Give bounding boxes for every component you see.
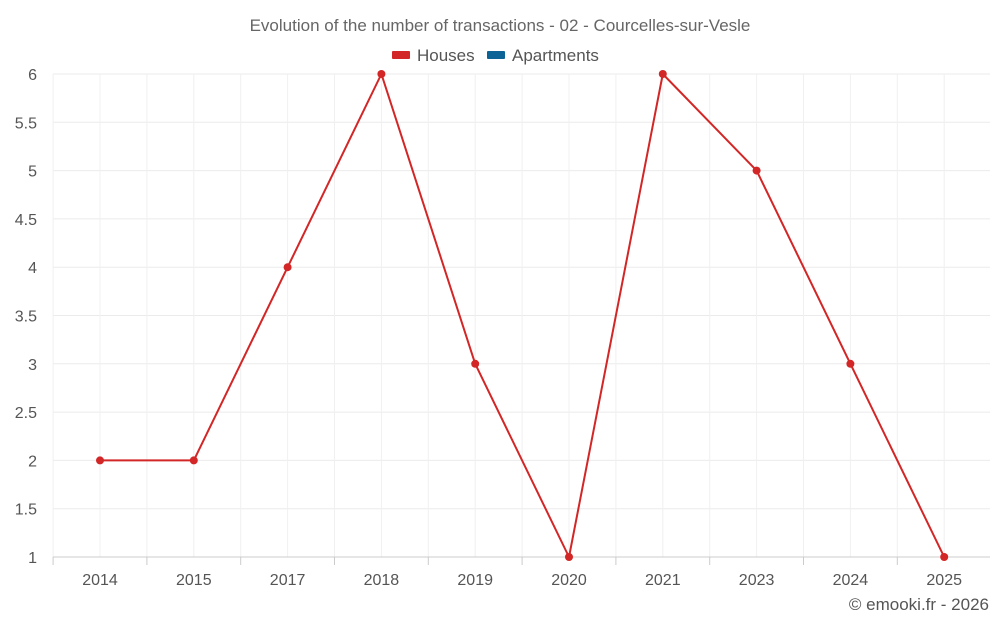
- data-point-houses[interactable]: [658, 70, 667, 78]
- x-tick-label: 2014: [82, 572, 118, 589]
- x-tick-label: 2018: [364, 572, 400, 589]
- data-point-houses[interactable]: [846, 359, 855, 368]
- x-tick-label: 2021: [645, 572, 681, 589]
- y-tick-label: 2.5: [15, 405, 37, 422]
- y-tick-label: 3.5: [15, 309, 37, 326]
- data-point-houses[interactable]: [940, 553, 949, 561]
- grid: [52, 73, 990, 558]
- x-tick-label: 2025: [926, 572, 962, 589]
- y-tick-label: 5.5: [15, 115, 37, 132]
- y-tick-label: 4: [28, 260, 37, 277]
- x-tick-label: 2019: [457, 572, 493, 589]
- data-point-houses[interactable]: [377, 70, 386, 78]
- data-point-houses[interactable]: [189, 456, 198, 465]
- legend-swatch-houses: [392, 51, 410, 59]
- y-tick-label: 1.5: [15, 502, 37, 519]
- data-point-houses[interactable]: [283, 263, 292, 272]
- x-tick-label: 2024: [833, 572, 869, 589]
- legend-item-apartments[interactable]: Apartments: [487, 46, 599, 65]
- legend-label-houses: Houses: [417, 46, 475, 65]
- legend: Houses Apartments: [392, 46, 599, 65]
- legend-swatch-apartments: [487, 51, 505, 59]
- data-point-houses[interactable]: [752, 166, 761, 175]
- y-tick-label: 5: [28, 164, 37, 181]
- y-tick-label: 4.5: [15, 212, 37, 229]
- legend-item-houses[interactable]: Houses: [392, 46, 475, 65]
- data-point-houses[interactable]: [471, 359, 480, 368]
- axes: 1 1.5 2 2.5 3 3.5 4 4.5 5 5.5 6 2014 2015 2017 2018 201…: [15, 67, 990, 589]
- y-tick-label: 6: [28, 67, 37, 84]
- series-layer: [96, 70, 949, 561]
- credit-text[interactable]: © emooki.fr - 2026: [849, 595, 989, 614]
- data-point-houses[interactable]: [565, 553, 573, 561]
- y-tick-label: 2: [28, 453, 37, 470]
- x-tick-label: 2015: [176, 572, 212, 589]
- x-tick-label: 2023: [739, 572, 775, 589]
- x-tick-label: 2017: [270, 572, 306, 589]
- y-tick-label: 3: [28, 357, 37, 374]
- x-tick-label: 2020: [551, 572, 587, 589]
- y-tick-label: 1: [28, 550, 37, 567]
- series-line-houses: [100, 73, 946, 558]
- legend-label-apartments: Apartments: [512, 46, 599, 65]
- chart-title: Evolution of the number of transactions …: [250, 16, 751, 35]
- data-point-houses[interactable]: [96, 456, 104, 465]
